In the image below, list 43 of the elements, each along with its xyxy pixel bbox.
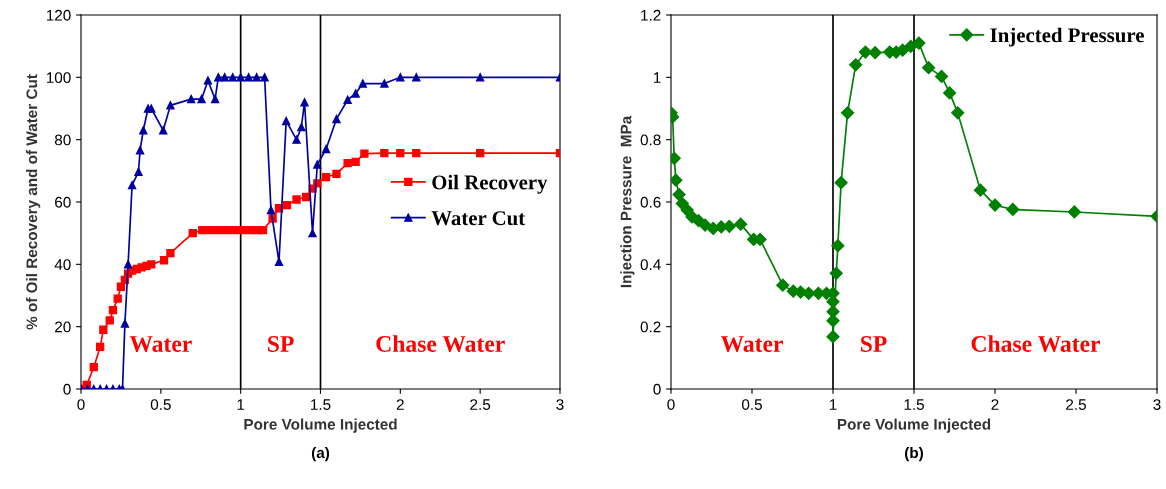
x-tick-label: 2 bbox=[991, 399, 999, 410]
text: (a) bbox=[311, 446, 330, 462]
y-tick-label: 120 bbox=[46, 9, 71, 21]
annotation: Water bbox=[720, 336, 783, 353]
y-tick-label: 0.2 bbox=[640, 321, 661, 333]
y-tick-label: 1.2 bbox=[641, 9, 661, 21]
y-axis-title: Injection Pressure MPa bbox=[620, 115, 635, 288]
legend-label: Water Cut bbox=[431, 211, 526, 226]
x-tick-label: 0.5 bbox=[741, 399, 762, 410]
x-tick-label: 3 bbox=[556, 399, 564, 410]
y-tick-label: 100 bbox=[46, 72, 71, 84]
annotation: Chase Water bbox=[376, 335, 505, 353]
y-tick-label: 0.6 bbox=[640, 196, 661, 208]
legend-label: Oil Recovery bbox=[432, 174, 548, 194]
y-tick-label: 40 bbox=[54, 259, 71, 271]
x-tick-label: 2.5 bbox=[470, 399, 491, 410]
y-tick-label: 1 bbox=[653, 72, 661, 83]
x-tick-label: 0 bbox=[77, 399, 85, 410]
legend-label: Injected Pressure bbox=[990, 27, 1144, 47]
y-tick-label: 80 bbox=[54, 134, 71, 146]
annotation: SP bbox=[268, 336, 294, 352]
x-tick-label: 1.5 bbox=[311, 399, 331, 410]
x-tick-label: 2 bbox=[396, 399, 404, 410]
x-tick-label: 1 bbox=[237, 399, 245, 410]
y-tick-label: 0.8 bbox=[640, 134, 661, 146]
text: (b) bbox=[905, 446, 923, 462]
annotation: Water bbox=[129, 336, 192, 353]
x-axis-title: Pore Volume Injected bbox=[837, 418, 991, 433]
x-tick-label: 0.5 bbox=[150, 399, 171, 410]
y-tick-label: 0 bbox=[63, 383, 71, 395]
y-tick-label: 60 bbox=[55, 196, 71, 208]
y-axis-title: % of Oil Recovery and of Water Cut bbox=[25, 74, 41, 330]
annotation: Chase Water bbox=[971, 335, 1101, 353]
y-tick-label: 0 bbox=[653, 383, 661, 395]
y-tick-label: 20 bbox=[55, 321, 71, 333]
x-tick-label: 1 bbox=[829, 399, 837, 410]
y-tick-label: 0.4 bbox=[640, 259, 661, 271]
x-tick-label: 0 bbox=[667, 399, 675, 410]
x-tick-label: 2.5 bbox=[1066, 399, 1086, 410]
x-axis-title: Pore Volume Injected bbox=[244, 418, 397, 433]
x-tick-label: 1.5 bbox=[904, 399, 924, 410]
annotation: SP bbox=[860, 336, 887, 352]
x-tick-label: 3 bbox=[1153, 399, 1161, 410]
